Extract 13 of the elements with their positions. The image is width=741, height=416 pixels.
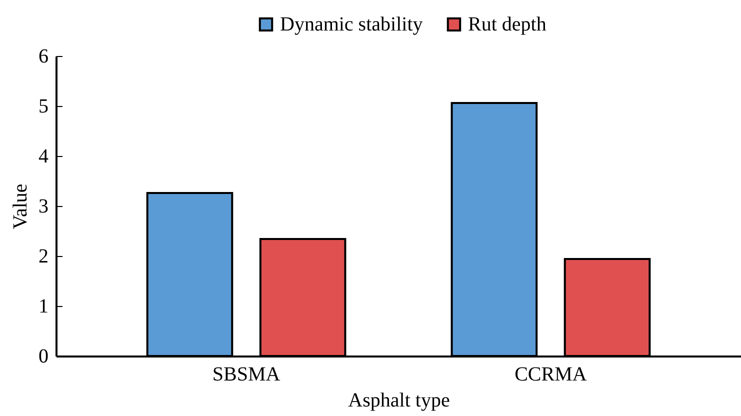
y-axis-title: Value [10, 184, 32, 230]
legend-label: Rut depth [468, 13, 546, 36]
y-tick-label: 1 [38, 296, 48, 318]
x-tick-label: SBSMA [212, 364, 281, 386]
y-tick-label: 5 [38, 96, 48, 118]
legend-label: Dynamic stability [280, 13, 423, 36]
y-tick-label: 2 [38, 246, 48, 268]
y-tick-label: 4 [38, 146, 48, 168]
y-tick-label: 3 [38, 196, 48, 218]
y-tick-label: 0 [38, 346, 48, 368]
y-tick-label: 6 [38, 46, 48, 68]
x-axis-title: Asphalt type [348, 390, 450, 412]
x-tick-label: CCRMA [514, 364, 588, 386]
